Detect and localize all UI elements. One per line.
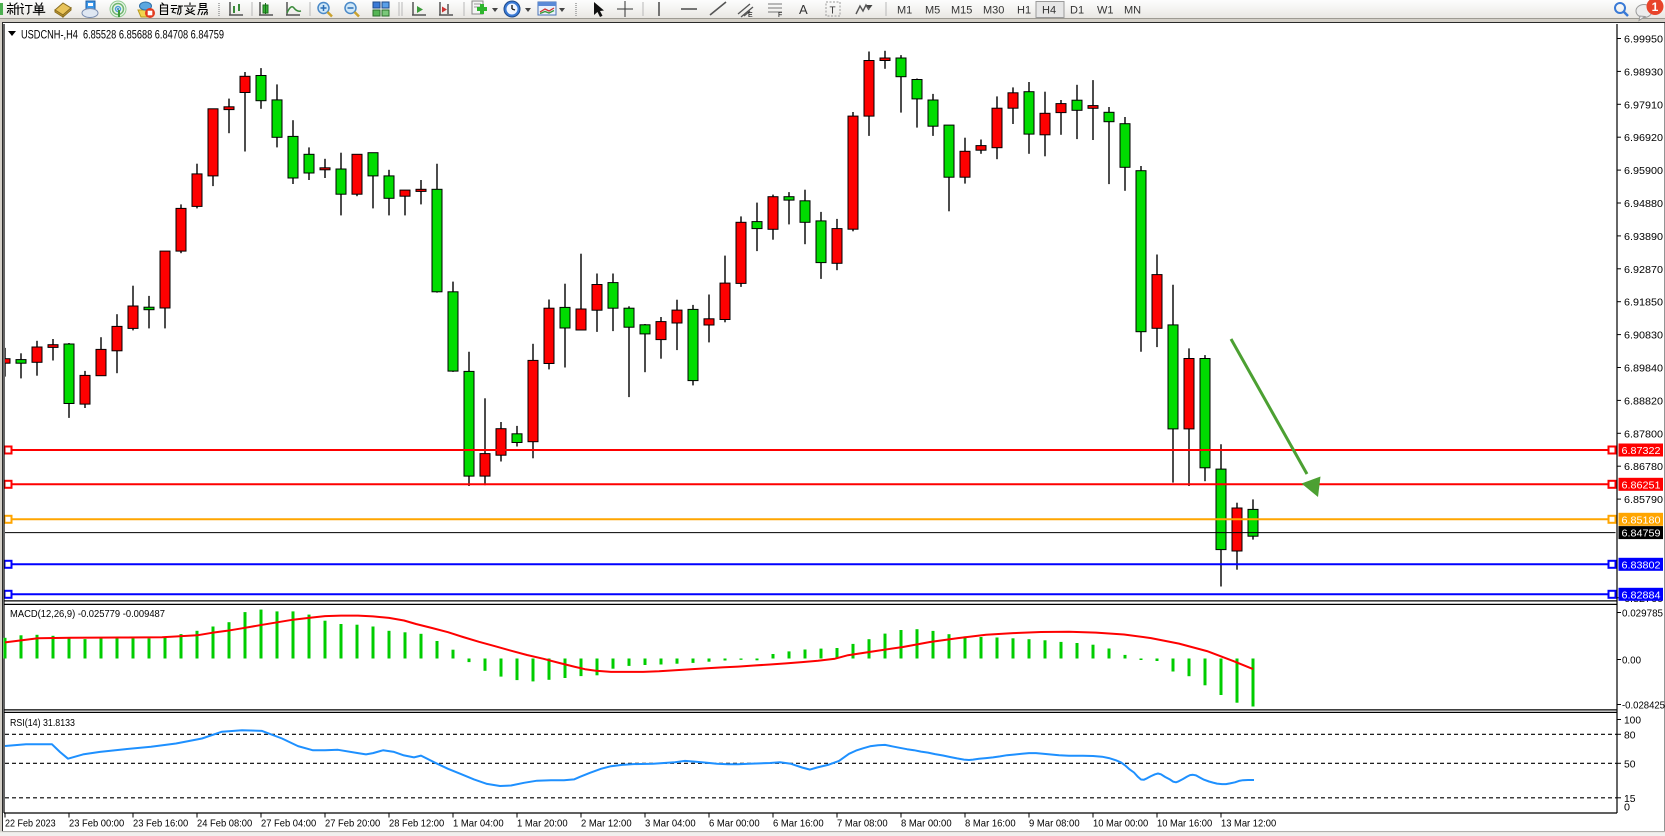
svg-text:MN: MN bbox=[1124, 5, 1141, 17]
svg-text:T: T bbox=[830, 6, 836, 17]
svg-text:7 Mar 08:00: 7 Mar 08:00 bbox=[837, 818, 888, 830]
svg-text:-0.028425: -0.028425 bbox=[1622, 700, 1665, 712]
svg-text:9 Mar 08:00: 9 Mar 08:00 bbox=[1029, 818, 1080, 830]
svg-text:80: 80 bbox=[1624, 729, 1636, 741]
svg-text:6.85180: 6.85180 bbox=[1622, 514, 1661, 526]
svg-text:A: A bbox=[799, 2, 808, 17]
svg-text:6.92870: 6.92870 bbox=[1624, 264, 1663, 276]
svg-text:6 Mar 00:00: 6 Mar 00:00 bbox=[709, 818, 760, 830]
svg-text:100: 100 bbox=[1624, 715, 1641, 727]
svg-text:0: 0 bbox=[1624, 802, 1630, 814]
svg-text:24 Feb 08:00: 24 Feb 08:00 bbox=[197, 818, 252, 830]
svg-text:M1: M1 bbox=[897, 5, 912, 17]
svg-text:6.99950: 6.99950 bbox=[1624, 34, 1663, 46]
svg-text:15: 15 bbox=[1624, 793, 1636, 805]
svg-text:D1: D1 bbox=[1070, 5, 1084, 17]
svg-text:USDCNH-,H4 6.85528 6.85688 6.: USDCNH-,H4 6.85528 6.85688 6.84708 6.847… bbox=[21, 30, 224, 42]
svg-text:W1: W1 bbox=[1097, 5, 1114, 17]
svg-text:27 Feb 04:00: 27 Feb 04:00 bbox=[261, 818, 316, 830]
svg-text:6.86780: 6.86780 bbox=[1624, 461, 1663, 473]
svg-text:10 Mar 16:00: 10 Mar 16:00 bbox=[1157, 818, 1212, 830]
svg-text:2 Mar 12:00: 2 Mar 12:00 bbox=[581, 818, 632, 830]
svg-text:6.94880: 6.94880 bbox=[1624, 198, 1663, 210]
svg-text:8 Mar 16:00: 8 Mar 16:00 bbox=[965, 818, 1016, 830]
svg-text:6.90830: 6.90830 bbox=[1624, 330, 1663, 342]
svg-text:MACD(12,26,9) -0.025779 -0.009: MACD(12,26,9) -0.025779 -0.009487 bbox=[10, 608, 165, 620]
svg-text:6 Mar 16:00: 6 Mar 16:00 bbox=[773, 818, 824, 830]
svg-text:E: E bbox=[748, 12, 753, 19]
svg-text:6.84759: 6.84759 bbox=[1622, 528, 1661, 540]
svg-text:M5: M5 bbox=[925, 5, 940, 17]
svg-text:6.95900: 6.95900 bbox=[1624, 165, 1663, 177]
svg-text:13 Mar 12:00: 13 Mar 12:00 bbox=[1221, 818, 1276, 830]
svg-text:23 Feb 00:00: 23 Feb 00:00 bbox=[69, 818, 124, 830]
svg-text:6.85790: 6.85790 bbox=[1624, 494, 1663, 506]
svg-text:6.83802: 6.83802 bbox=[1622, 559, 1661, 571]
svg-text:6.97910: 6.97910 bbox=[1624, 99, 1663, 111]
svg-text:50: 50 bbox=[1624, 758, 1636, 770]
svg-text:0.029785: 0.029785 bbox=[1622, 608, 1663, 620]
svg-text:6.86251: 6.86251 bbox=[1622, 479, 1661, 491]
svg-text:6.88820: 6.88820 bbox=[1624, 395, 1663, 407]
svg-text:6.87800: 6.87800 bbox=[1624, 428, 1663, 440]
svg-text:28 Feb 12:00: 28 Feb 12:00 bbox=[389, 818, 444, 830]
svg-text:H1: H1 bbox=[1017, 5, 1031, 17]
svg-text:8 Mar 00:00: 8 Mar 00:00 bbox=[901, 818, 952, 830]
svg-text:3 Mar 04:00: 3 Mar 04:00 bbox=[645, 818, 696, 830]
svg-text:10 Mar 00:00: 10 Mar 00:00 bbox=[1093, 818, 1148, 830]
svg-text:6.93890: 6.93890 bbox=[1624, 231, 1663, 243]
svg-text:1: 1 bbox=[1652, 0, 1659, 14]
svg-text:1 Mar 04:00: 1 Mar 04:00 bbox=[453, 818, 504, 830]
svg-text:F: F bbox=[778, 12, 782, 19]
svg-text:6.96920: 6.96920 bbox=[1624, 132, 1663, 144]
svg-text:23 Feb 16:00: 23 Feb 16:00 bbox=[133, 818, 188, 830]
svg-text:27 Feb 20:00: 27 Feb 20:00 bbox=[325, 818, 380, 830]
svg-text:H4: H4 bbox=[1042, 5, 1056, 17]
svg-text:6.87322: 6.87322 bbox=[1622, 445, 1661, 457]
svg-text:6.98930: 6.98930 bbox=[1624, 66, 1663, 78]
svg-text:M30: M30 bbox=[983, 5, 1004, 17]
svg-text:RSI(14) 31.8133: RSI(14) 31.8133 bbox=[10, 717, 75, 729]
svg-text:0.00: 0.00 bbox=[1622, 655, 1641, 667]
svg-text:6.82884: 6.82884 bbox=[1622, 589, 1661, 601]
svg-text:1 Mar 20:00: 1 Mar 20:00 bbox=[517, 818, 568, 830]
svg-text:M15: M15 bbox=[951, 5, 972, 17]
svg-text:6.89840: 6.89840 bbox=[1624, 363, 1663, 375]
svg-text:22 Feb 2023: 22 Feb 2023 bbox=[5, 818, 56, 830]
svg-text:6.91850: 6.91850 bbox=[1624, 297, 1663, 309]
